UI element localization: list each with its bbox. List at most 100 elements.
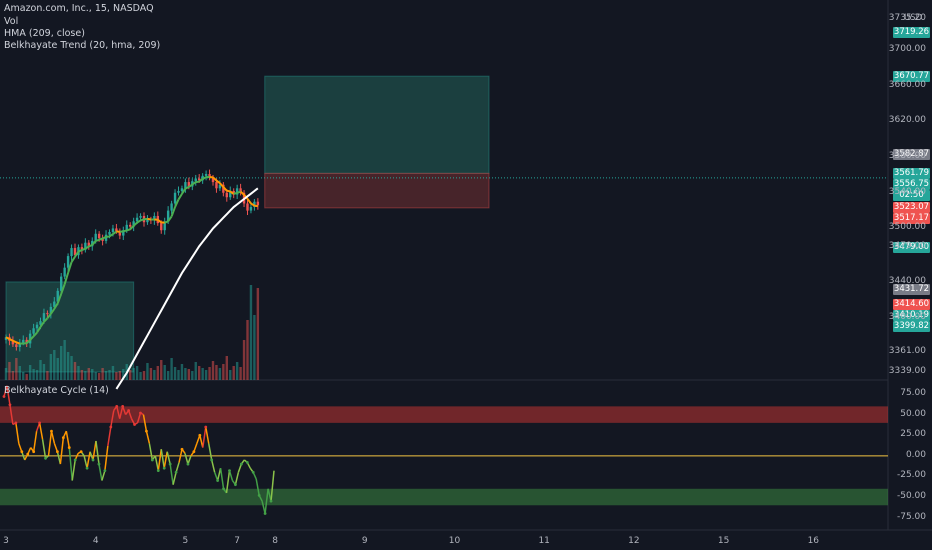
cycle-segment <box>101 470 106 481</box>
cycle-segment <box>68 447 73 481</box>
cycle-point <box>257 493 261 497</box>
candle-body <box>235 188 239 195</box>
belkhayate-cycle-legend[interactable]: Belkhayate Cycle (14) <box>4 385 109 396</box>
cycle-point <box>115 404 119 408</box>
trend-segment <box>8 338 14 342</box>
price-tick-label: 3580.00 <box>888 151 926 162</box>
cycle-point <box>192 450 196 454</box>
cycle-segment <box>127 410 133 419</box>
candle-body <box>42 313 46 322</box>
hma-legend[interactable]: HMA (209, close) <box>4 28 85 39</box>
volume-bar <box>173 367 177 380</box>
volume-bar <box>135 366 139 380</box>
cycle-point <box>186 462 190 466</box>
cycle-point <box>121 404 125 408</box>
volume-bar <box>177 370 180 380</box>
volume-bar <box>15 358 18 380</box>
cycle-segment <box>104 445 109 471</box>
cycle-segment <box>270 470 275 502</box>
cycle-segment <box>142 414 148 432</box>
candle-body <box>25 339 28 344</box>
volume-bar <box>118 371 122 380</box>
candle-body <box>163 221 166 231</box>
volume-bar <box>80 370 84 380</box>
volume-bar <box>94 372 97 380</box>
volume-bar <box>163 365 166 380</box>
trend-segment <box>5 336 10 340</box>
trend-segment <box>32 331 38 337</box>
cycle-segment <box>154 455 160 471</box>
price-tick-label: 3400.00 <box>888 311 926 322</box>
price-tag: 3517.17 <box>893 213 930 225</box>
volume-bar <box>229 370 232 380</box>
volume-bar <box>32 369 35 380</box>
time-tick-label: 16 <box>807 536 820 546</box>
cycle-segment <box>41 439 47 459</box>
cycle-segment <box>163 451 168 469</box>
volume-bar <box>8 362 11 380</box>
trade-zone-take_profit <box>264 75 490 174</box>
volume-bar <box>60 346 63 380</box>
trend-segment <box>95 238 100 242</box>
cycle-segment <box>65 430 71 448</box>
volume-bar <box>180 364 184 380</box>
volume-bar <box>56 358 59 380</box>
trend-segment <box>132 221 138 227</box>
cycle-segment <box>205 426 210 444</box>
cycle-segment <box>166 451 171 465</box>
time-tick-label: 7 <box>234 536 241 546</box>
belkhayate-trend-legend[interactable]: Belkhayate Trend (20, hma, 209) <box>4 40 161 51</box>
trend-segment <box>98 237 103 241</box>
trend-segment <box>226 189 231 193</box>
cycle-segment <box>207 443 213 461</box>
cycle-point <box>263 512 267 515</box>
candle-body <box>125 224 128 231</box>
cycle-tick-label: 0.00 <box>905 449 926 460</box>
trend-segment <box>215 179 221 184</box>
cycle-point <box>109 425 113 429</box>
cycle-segment <box>237 463 243 473</box>
trend-segment <box>157 218 162 224</box>
cycle-segment <box>53 443 59 452</box>
price-tag: 3399.82 <box>893 321 930 333</box>
trend-segment <box>39 321 45 328</box>
cycle-point <box>162 466 166 470</box>
candle-body <box>49 306 53 315</box>
cycle-segment <box>213 472 219 481</box>
vol-legend[interactable]: Vol <box>4 16 19 27</box>
cycle-segment <box>219 468 225 489</box>
candle-body <box>70 248 73 257</box>
volume-bar <box>22 372 25 380</box>
candle-body <box>132 221 135 227</box>
cycle-point <box>150 458 154 462</box>
candle-body <box>87 242 90 247</box>
cycle-segment <box>21 451 26 461</box>
volume-bar <box>101 368 104 380</box>
candle-body <box>160 223 163 231</box>
trend-segment <box>53 302 59 310</box>
cycle-point <box>2 395 6 398</box>
trend-segment <box>198 178 204 183</box>
trend-segment <box>229 190 235 195</box>
candle-body <box>187 182 191 187</box>
volume-bar <box>204 370 208 380</box>
cycle-segment <box>116 406 121 419</box>
candle-body <box>218 184 222 189</box>
price-tick-label: 3339.00 <box>888 365 926 376</box>
trend-segment <box>63 272 70 285</box>
cycle-point <box>228 469 231 473</box>
volume-bar <box>87 368 90 380</box>
candle-body <box>15 344 18 348</box>
cycle-point <box>85 466 89 470</box>
cycle-segment <box>15 422 20 444</box>
trend-segment <box>70 256 76 263</box>
time-tick-label: 9 <box>361 536 368 546</box>
trade-zone-take_profit <box>5 281 135 373</box>
cycle-point <box>56 450 59 454</box>
cycle-point <box>269 499 273 503</box>
volume-bar <box>97 373 101 380</box>
price-tag: 3523.07 <box>893 202 930 214</box>
volume-bar <box>4 368 8 380</box>
symbol-title[interactable]: Amazon.com, Inc., 15, NASDAQ <box>4 3 154 14</box>
